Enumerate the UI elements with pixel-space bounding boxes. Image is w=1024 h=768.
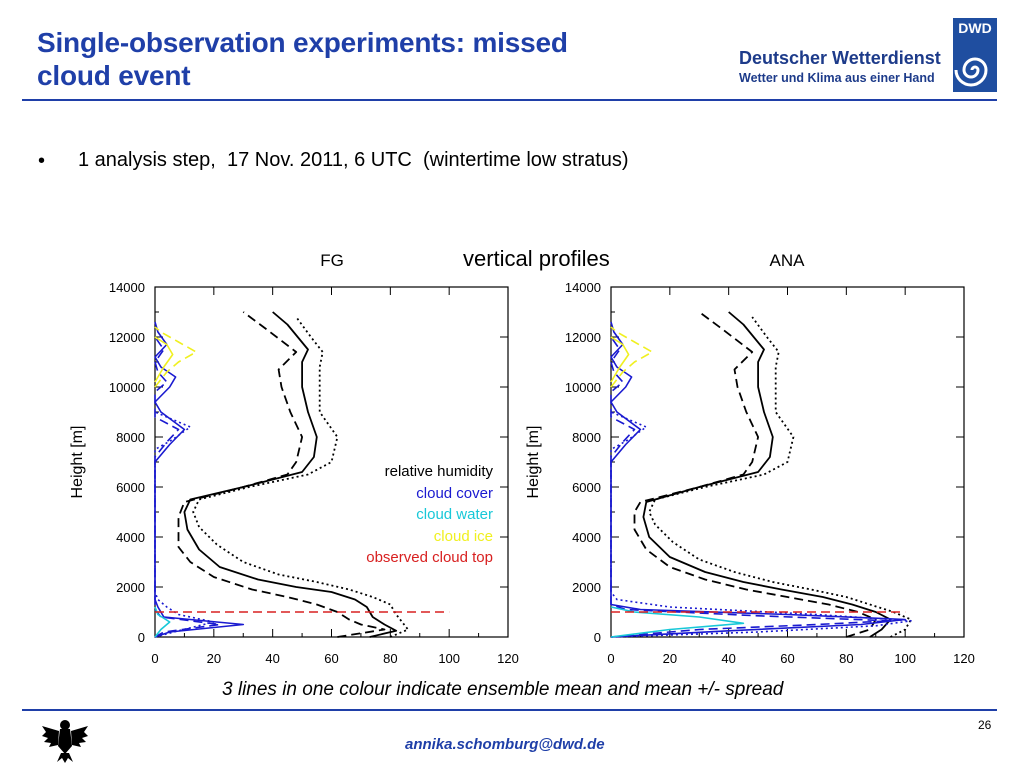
chart-1-cloud-ice-solid-line [154,336,174,383]
chart-2-cloud-ice-dashed-line [610,326,654,388]
chart-1-x-tick-label: 120 [497,651,519,666]
chart-2-x-tick-label: 60 [780,651,794,666]
chart-2-cloud-cover-solid-line [610,321,907,638]
center-label: vertical profiles [463,246,610,271]
bullet-marker: • [38,150,46,172]
chart-1-x-tick-label: 100 [438,651,460,666]
chart-1-relative-humidity-dashed-line [177,311,386,638]
slide-title: Single-observation experiments: missed c… [37,26,717,92]
caption: 3 lines in one colour indicate ensemble … [222,679,784,700]
chart-2-x-tick-label: 100 [894,651,916,666]
chart-2-y-tick-label: 2000 [572,580,601,595]
chart-1-y-tick-label: 0 [138,630,145,645]
chart-2-y-tick-label: 10000 [565,380,601,395]
chart-1-y-tick-label: 14000 [109,280,145,295]
chart-1-x-tick-label: 20 [207,651,221,666]
title-line-2: cloud event [37,60,191,91]
chart-1-y-tick-label: 10000 [109,380,145,395]
chart-2-relative-humidity-solid-line [642,311,892,638]
chart-2-y-tick-label: 0 [594,630,601,645]
chart-2-x-tick-label: 40 [721,651,735,666]
chart-2-y-tick-label: 8000 [572,430,601,445]
chart-2-cloud-water-solid-line [610,606,745,638]
chart-2-y-axis-label: Height [m] [525,426,542,499]
chart-2-y-tick-label: 14000 [565,280,601,295]
legend-cloud-ice: cloud ice [433,527,493,545]
chart-1-cloud-ice-dashed-line [154,326,197,388]
chart-2-y-tick-label: 12000 [565,330,601,345]
legend: relative humidity cloud cover cloud wate… [366,461,493,569]
chart-1-title: FG [320,251,344,270]
chart-1-y-tick-label: 4000 [116,530,145,545]
chart-2-title: ANA [770,251,806,270]
legend-relative-humidity: relative humidity [384,463,493,480]
chart-2-relative-humidity-dotted-line [648,316,912,638]
chart-2-x-tick-label: 20 [663,651,677,666]
chart-2-cloud-ice-solid-line [610,336,630,383]
chart-1-cloud-cover-solid-line [154,321,245,638]
footer-email[interactable]: annika.schomburg@dwd.de [405,736,605,753]
legend-cloud-cover: cloud cover [416,484,493,502]
org-tagline: Wetter und Klima aus einer Hand [739,71,935,85]
chart-1-y-tick-label: 8000 [116,430,145,445]
chart-2-y-tick-label: 4000 [572,530,601,545]
chart-1-cloud-cover-dotted-line [154,411,215,638]
chart-1-x-tick-label: 40 [265,651,279,666]
title-line-1: Single-observation experiments: missed [37,27,568,58]
chart-2-y-tick-label: 6000 [572,480,601,495]
dwd-logo: DWD [953,18,997,92]
page-number: 26 [978,718,992,732]
chart-1-x-tick-label: 0 [151,651,158,666]
legend-cloud-water: cloud water [416,506,493,523]
chart-1-x-tick-label: 60 [324,651,338,666]
chart-1-cloud-cover-dashed-line [154,336,221,638]
chart-2-x-tick-label: 0 [607,651,614,666]
federal-eagle-icon [42,720,88,763]
chart-2-x-tick-label: 120 [953,651,975,666]
chart-2-cloud-cover-dotted-line [610,411,912,638]
dwd-swirl-icon [954,57,988,87]
chart-1-y-axis-label: Height [m] [69,426,86,499]
chart-2-relative-humidity-dashed-line [633,311,877,638]
chart-1-y-tick-label: 2000 [116,580,145,595]
legend-observed-cloud-top: observed cloud top [366,549,493,566]
dwd-logo-text: DWD [958,20,992,36]
title-divider [22,99,997,101]
chart-2-cloud-cover-dashed-line [610,336,892,638]
chart-1-y-tick-label: 6000 [116,480,145,495]
org-name: Deutscher Wetterdienst [739,48,941,68]
chart-2-x-tick-label: 80 [839,651,853,666]
bullet-text: 1 analysis step, 17 Nov. 2011, 6 UTC (wi… [78,149,629,171]
chart-1-relative-humidity-solid-line [183,311,398,638]
chart-1-y-tick-label: 12000 [109,330,145,345]
footer-divider [22,709,997,711]
chart-1-x-tick-label: 80 [383,651,397,666]
